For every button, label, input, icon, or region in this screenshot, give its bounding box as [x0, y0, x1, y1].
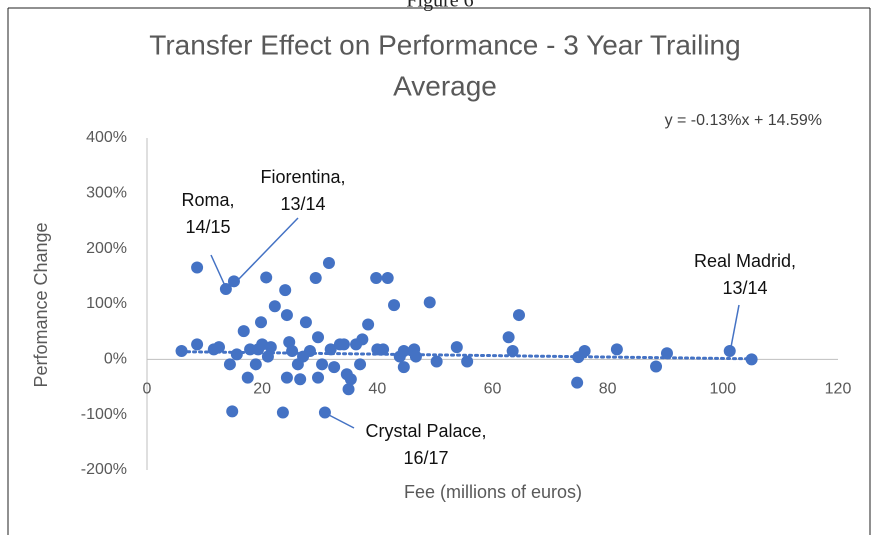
point [191, 261, 204, 274]
point [356, 333, 369, 346]
point [312, 331, 325, 344]
x-axis-label: Fee (millions of euros) [404, 482, 582, 502]
x-tick-label: 20 [253, 381, 271, 398]
annotation-text: 13/14 [280, 194, 325, 214]
annotation-text: Crystal Palace, [365, 421, 486, 441]
trendline-equation: y = -0.13%x + 14.59% [665, 112, 822, 129]
point [249, 358, 262, 371]
annotation-leader [210, 254, 227, 289]
point [264, 341, 277, 354]
point [571, 376, 584, 389]
point [227, 275, 240, 288]
point [512, 309, 525, 322]
point [397, 361, 410, 374]
point [610, 343, 623, 356]
point [342, 383, 355, 396]
point [255, 316, 268, 329]
annotation-leader [730, 304, 740, 348]
x-tick-label: 120 [825, 381, 852, 398]
y-tick-label: 300% [86, 185, 127, 202]
point [191, 338, 204, 351]
point [280, 309, 293, 322]
point [370, 271, 383, 284]
point [650, 360, 663, 373]
figure-label: Figure 6 [406, 0, 473, 12]
point [241, 371, 254, 384]
point [318, 406, 331, 419]
point [324, 343, 337, 356]
x-tick-label: 80 [599, 381, 617, 398]
annotation-text: Fiorentina, [260, 167, 345, 187]
point [328, 361, 341, 374]
annotation-text: 13/14 [722, 278, 767, 298]
point [450, 341, 463, 354]
point [430, 355, 443, 368]
point [286, 345, 299, 358]
x-tick-label: 40 [368, 381, 386, 398]
y-tick-label: 0% [104, 351, 127, 368]
point [337, 338, 350, 351]
x-tick-label: 60 [484, 381, 502, 398]
point [723, 345, 736, 358]
y-tick-label: 400% [86, 129, 127, 146]
annotation-text: 14/15 [185, 217, 230, 237]
annotation-leader [326, 413, 355, 429]
point [423, 296, 436, 309]
annotation-text: Real Madrid, [694, 251, 796, 271]
point [299, 316, 312, 329]
point [309, 271, 322, 284]
point [660, 347, 673, 360]
point [279, 284, 292, 297]
point [260, 271, 273, 284]
y-tick-label: 200% [86, 240, 127, 257]
point [261, 350, 274, 363]
point [276, 406, 289, 419]
point [312, 371, 325, 384]
chart-title: Transfer Effect on Performance - 3 Year … [149, 29, 740, 60]
x-tick-label: 100 [709, 381, 736, 398]
point [388, 299, 401, 312]
point [303, 345, 316, 358]
trendline [180, 350, 754, 361]
point [280, 371, 293, 384]
point [223, 358, 236, 371]
point [219, 283, 232, 296]
annotation-leader [235, 217, 299, 283]
point [230, 348, 243, 361]
point [322, 257, 335, 270]
point [237, 325, 250, 338]
annotation-text: Roma, [181, 190, 234, 210]
point [212, 341, 225, 354]
point [226, 405, 239, 418]
point [362, 318, 375, 331]
point [578, 345, 591, 358]
y-tick-label: 100% [86, 295, 127, 312]
point [175, 345, 188, 358]
y-tick-label: -100% [81, 406, 127, 423]
y-axis-label: Perfomance Change [31, 222, 51, 387]
x-tick-label: 0 [143, 381, 152, 398]
point [268, 300, 281, 313]
point [377, 343, 390, 356]
chart-title: Average [393, 70, 497, 101]
y-tick-label: -200% [81, 461, 127, 478]
point [381, 271, 394, 284]
point [409, 350, 422, 363]
point [354, 358, 367, 371]
point [294, 373, 307, 386]
point [502, 331, 515, 344]
point [461, 355, 474, 368]
point [506, 345, 519, 358]
annotation-text: 16/17 [403, 448, 448, 468]
point [745, 353, 758, 366]
point [397, 345, 410, 358]
point [316, 358, 329, 371]
point [344, 373, 357, 386]
